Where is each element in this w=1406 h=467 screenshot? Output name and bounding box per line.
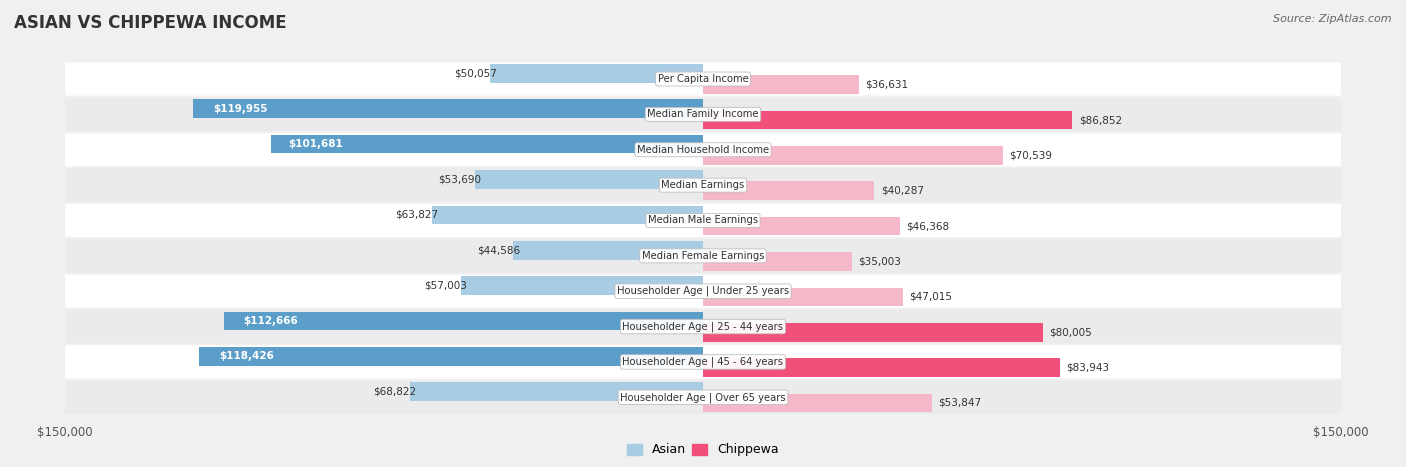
Text: $112,666: $112,666 bbox=[243, 316, 298, 326]
Text: Householder Age | 25 - 44 years: Householder Age | 25 - 44 years bbox=[623, 321, 783, 332]
Text: Median Earnings: Median Earnings bbox=[661, 180, 745, 190]
Text: Householder Age | Over 65 years: Householder Age | Over 65 years bbox=[620, 392, 786, 403]
Text: Householder Age | Under 25 years: Householder Age | Under 25 years bbox=[617, 286, 789, 297]
Bar bbox=[703, 146, 1002, 165]
Bar bbox=[270, 135, 703, 154]
Bar bbox=[491, 64, 703, 83]
Text: $63,827: $63,827 bbox=[395, 210, 437, 220]
Text: $70,539: $70,539 bbox=[1010, 150, 1052, 161]
Text: Median Household Income: Median Household Income bbox=[637, 145, 769, 155]
Text: $119,955: $119,955 bbox=[214, 104, 267, 114]
Text: Householder Age | 45 - 64 years: Householder Age | 45 - 64 years bbox=[623, 357, 783, 367]
Text: $47,015: $47,015 bbox=[910, 292, 952, 302]
Bar bbox=[703, 111, 1073, 129]
FancyBboxPatch shape bbox=[65, 310, 1341, 343]
Bar bbox=[703, 288, 903, 306]
Text: Per Capita Income: Per Capita Income bbox=[658, 74, 748, 84]
Bar bbox=[475, 170, 703, 189]
Bar bbox=[703, 394, 932, 412]
Text: Source: ZipAtlas.com: Source: ZipAtlas.com bbox=[1274, 14, 1392, 24]
FancyBboxPatch shape bbox=[65, 133, 1341, 166]
Bar bbox=[193, 99, 703, 118]
FancyBboxPatch shape bbox=[65, 63, 1341, 96]
Text: Median Male Earnings: Median Male Earnings bbox=[648, 215, 758, 226]
Text: $46,368: $46,368 bbox=[907, 221, 949, 231]
Text: $118,426: $118,426 bbox=[219, 351, 274, 361]
Bar bbox=[703, 358, 1060, 377]
Text: $57,003: $57,003 bbox=[425, 281, 467, 290]
Text: $53,690: $53,690 bbox=[439, 175, 481, 184]
Text: $36,631: $36,631 bbox=[865, 80, 908, 90]
Text: $44,586: $44,586 bbox=[477, 245, 520, 255]
Bar bbox=[703, 75, 859, 94]
Text: $35,003: $35,003 bbox=[858, 256, 901, 267]
Text: $40,287: $40,287 bbox=[880, 186, 924, 196]
Text: $101,681: $101,681 bbox=[288, 139, 343, 149]
Text: ASIAN VS CHIPPEWA INCOME: ASIAN VS CHIPPEWA INCOME bbox=[14, 14, 287, 32]
Bar bbox=[432, 205, 703, 224]
Text: $50,057: $50,057 bbox=[454, 68, 496, 78]
Text: $86,852: $86,852 bbox=[1078, 115, 1122, 125]
Bar bbox=[703, 323, 1043, 341]
Bar bbox=[703, 182, 875, 200]
FancyBboxPatch shape bbox=[65, 239, 1341, 272]
Bar bbox=[703, 217, 900, 235]
Text: $53,847: $53,847 bbox=[938, 398, 981, 408]
FancyBboxPatch shape bbox=[65, 169, 1341, 202]
Bar bbox=[200, 347, 703, 366]
Text: Median Female Earnings: Median Female Earnings bbox=[641, 251, 765, 261]
FancyBboxPatch shape bbox=[65, 204, 1341, 237]
Bar bbox=[411, 382, 703, 401]
FancyBboxPatch shape bbox=[65, 275, 1341, 308]
Text: $83,943: $83,943 bbox=[1066, 362, 1109, 373]
Bar bbox=[224, 311, 703, 330]
FancyBboxPatch shape bbox=[65, 381, 1341, 414]
Bar bbox=[513, 241, 703, 260]
Legend: Asian, Chippewa: Asian, Chippewa bbox=[621, 439, 785, 461]
Text: $80,005: $80,005 bbox=[1050, 327, 1092, 337]
FancyBboxPatch shape bbox=[65, 345, 1341, 379]
Bar bbox=[703, 252, 852, 271]
FancyBboxPatch shape bbox=[65, 98, 1341, 131]
Text: Median Family Income: Median Family Income bbox=[647, 109, 759, 120]
Text: $68,822: $68,822 bbox=[374, 387, 416, 396]
Bar bbox=[461, 276, 703, 295]
